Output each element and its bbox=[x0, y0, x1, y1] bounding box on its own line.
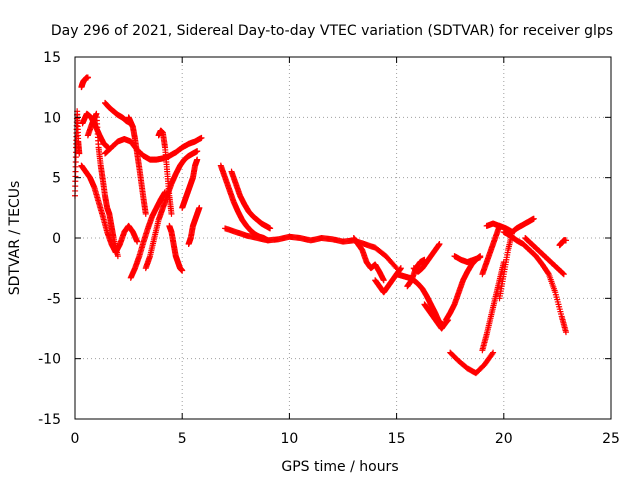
data-point bbox=[168, 210, 175, 217]
y-tick-labels: -15 -10 -5 0 5 10 15 bbox=[38, 50, 61, 428]
y-tick-label: -15 bbox=[38, 412, 61, 428]
data-point bbox=[477, 254, 484, 261]
data-point bbox=[179, 267, 186, 274]
data-point bbox=[490, 349, 497, 356]
data-point bbox=[114, 253, 121, 260]
data-point bbox=[194, 156, 201, 163]
data-point bbox=[134, 238, 141, 245]
data-point bbox=[560, 271, 567, 278]
data-point bbox=[562, 329, 569, 336]
data-point bbox=[380, 277, 387, 284]
y-tick-label: -5 bbox=[47, 291, 61, 307]
data-points bbox=[72, 74, 569, 377]
data-point bbox=[196, 204, 203, 211]
y-tick-label: -10 bbox=[38, 352, 61, 368]
y-tick-label: 0 bbox=[52, 231, 61, 247]
data-point bbox=[545, 270, 552, 277]
data-point bbox=[84, 74, 91, 81]
data-point bbox=[436, 241, 443, 248]
data-point bbox=[397, 265, 404, 272]
x-tick-label: 5 bbox=[178, 431, 187, 447]
x-axis-label: GPS time / hours bbox=[281, 459, 398, 475]
data-point bbox=[530, 215, 537, 222]
x-tick-label: 25 bbox=[602, 431, 620, 447]
data-point bbox=[392, 263, 399, 270]
x-tick-label: 15 bbox=[388, 431, 406, 447]
chart-title: Day 296 of 2021, Sidereal Day-to-day VTE… bbox=[51, 23, 613, 39]
data-point bbox=[76, 150, 83, 157]
data-point bbox=[559, 269, 566, 276]
x-tick-label: 10 bbox=[280, 431, 298, 447]
x-tick-labels: 0 5 10 15 20 25 bbox=[71, 431, 620, 447]
x-tick-label: 0 bbox=[71, 431, 80, 447]
y-tick-label: 10 bbox=[43, 110, 61, 126]
y-axis-label: SDTVAR / TECUs bbox=[7, 181, 23, 296]
y-tick-label: 5 bbox=[52, 171, 61, 187]
data-point bbox=[560, 270, 567, 277]
data-point bbox=[562, 237, 569, 244]
axis-ticks bbox=[74, 56, 612, 420]
data-point bbox=[142, 210, 149, 217]
y-tick-label: 15 bbox=[43, 50, 61, 66]
data-point bbox=[198, 134, 205, 141]
data-point bbox=[267, 225, 274, 232]
data-point bbox=[489, 350, 496, 357]
x-tick-label: 20 bbox=[495, 431, 513, 447]
data-point bbox=[194, 148, 201, 155]
